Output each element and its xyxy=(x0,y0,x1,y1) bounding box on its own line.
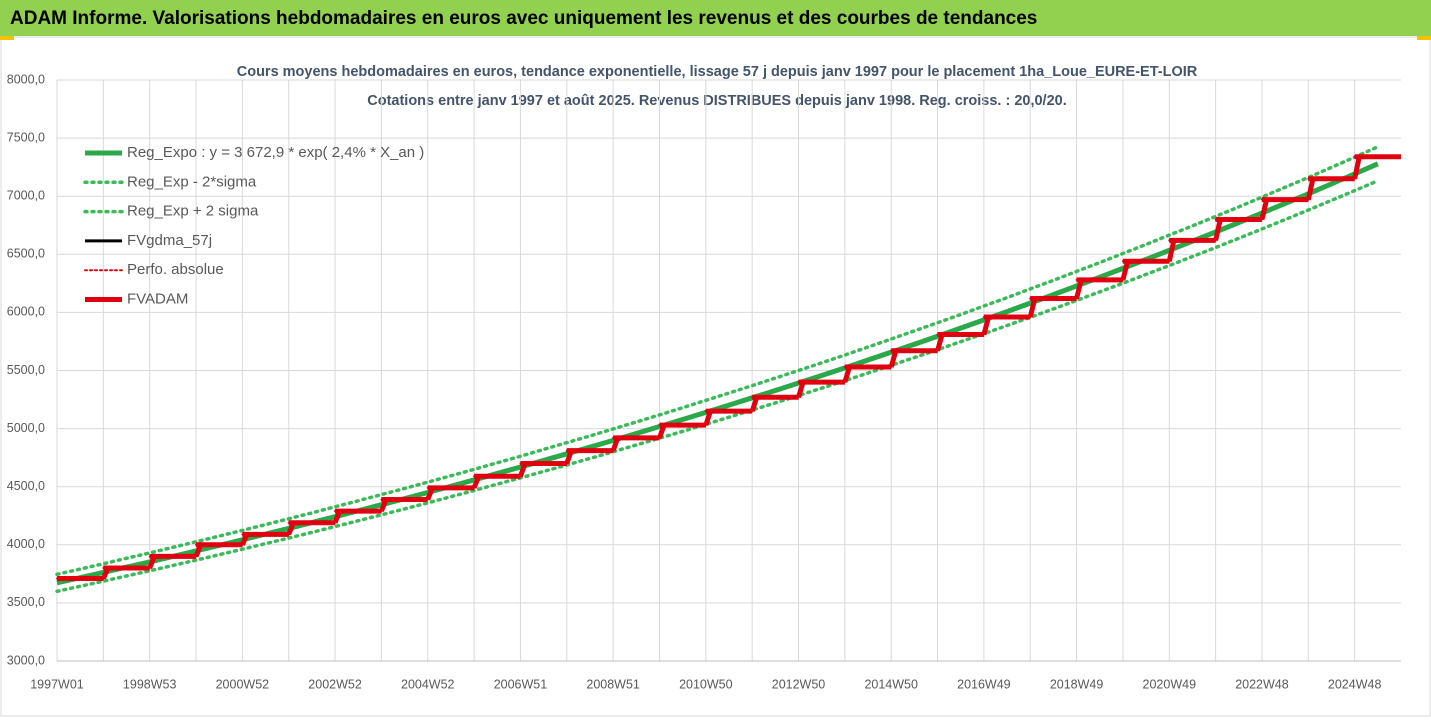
chart-border xyxy=(0,36,1431,717)
corner-mark xyxy=(0,36,14,40)
y-tick-label: 4000,0 xyxy=(7,537,45,551)
legend-label: Reg_Expo : y = 3 672,9 * exp( 2,4% * X_a… xyxy=(127,144,424,161)
y-tick-label: 3500,0 xyxy=(7,595,45,609)
x-tick-label: 2012W50 xyxy=(772,677,826,691)
header-title: ADAM Informe. Valorisations hebdomadaire… xyxy=(10,8,1037,29)
legend-label: Reg_Exp + 2 sigma xyxy=(127,203,259,220)
step-riser xyxy=(1213,218,1223,241)
x-tick-label: 2016W49 xyxy=(957,677,1011,691)
step-riser xyxy=(1120,260,1130,281)
step-riser xyxy=(1074,279,1084,300)
step-riser xyxy=(935,333,945,352)
x-tick-label: 2006W51 xyxy=(494,677,548,691)
legend-label: Reg_Exp - 2*sigma xyxy=(127,173,257,190)
step-riser xyxy=(842,366,852,383)
series-line xyxy=(55,179,1380,594)
step-riser xyxy=(981,316,991,336)
legend-label: FVADAM xyxy=(127,290,188,307)
y-tick-label: 8000,0 xyxy=(7,72,45,86)
step-riser xyxy=(888,350,899,368)
x-tick-label: 1998W53 xyxy=(123,677,177,691)
plot xyxy=(55,145,1402,594)
y-tick-label: 4500,0 xyxy=(7,479,45,493)
x-tick-label: 2000W52 xyxy=(216,677,270,691)
x-tick-label: 2002W52 xyxy=(308,677,362,691)
series-line xyxy=(55,145,1380,577)
x-tick-label: 2004W52 xyxy=(401,677,455,691)
step-riser xyxy=(1352,156,1362,180)
x-tick-label: 1997W01 xyxy=(30,677,84,691)
y-tick-label: 7000,0 xyxy=(7,188,45,202)
series-line xyxy=(56,161,1379,586)
x-tick-label: 2022W48 xyxy=(1235,677,1289,691)
y-tick-label: 3000,0 xyxy=(7,653,45,667)
x-tick-label: 2014W50 xyxy=(864,677,918,691)
chart-title: Cours moyens hebdomadaires en euros, ten… xyxy=(237,64,1198,80)
legend: Reg_Expo : y = 3 672,9 * exp( 2,4% * X_a… xyxy=(83,144,424,307)
corner-mark xyxy=(1417,36,1431,40)
legend-label: Perfo. absolue xyxy=(127,261,224,278)
step-riser xyxy=(796,381,806,398)
x-tick-label: 2008W51 xyxy=(586,677,640,691)
chart-subtitle: Cotations entre janv 1997 et août 2025. … xyxy=(367,93,1067,109)
grid: 3000,0 3500,0 4000,0 4500,0 5000,0 5500,0 6000… xyxy=(7,72,1401,691)
x-tick-label: 2024W48 xyxy=(1328,677,1382,691)
y-tick-label: 5500,0 xyxy=(7,363,45,377)
step-riser xyxy=(1259,199,1270,221)
legend-label: FVgdma_57j xyxy=(127,232,212,249)
y-tick-label: 6500,0 xyxy=(7,247,45,261)
x-tick-label: 2020W49 xyxy=(1143,677,1197,691)
step-riser xyxy=(1027,297,1038,318)
y-tick-label: 7500,0 xyxy=(7,130,45,144)
y-tick-label: 5000,0 xyxy=(7,421,45,435)
x-tick-label: 2010W50 xyxy=(679,677,733,691)
x-tick-label: 2018W49 xyxy=(1050,677,1104,691)
step-riser xyxy=(1305,178,1316,201)
header-bar xyxy=(0,0,1431,36)
y-tick-label: 6000,0 xyxy=(7,305,45,319)
step-riser xyxy=(1166,239,1177,262)
